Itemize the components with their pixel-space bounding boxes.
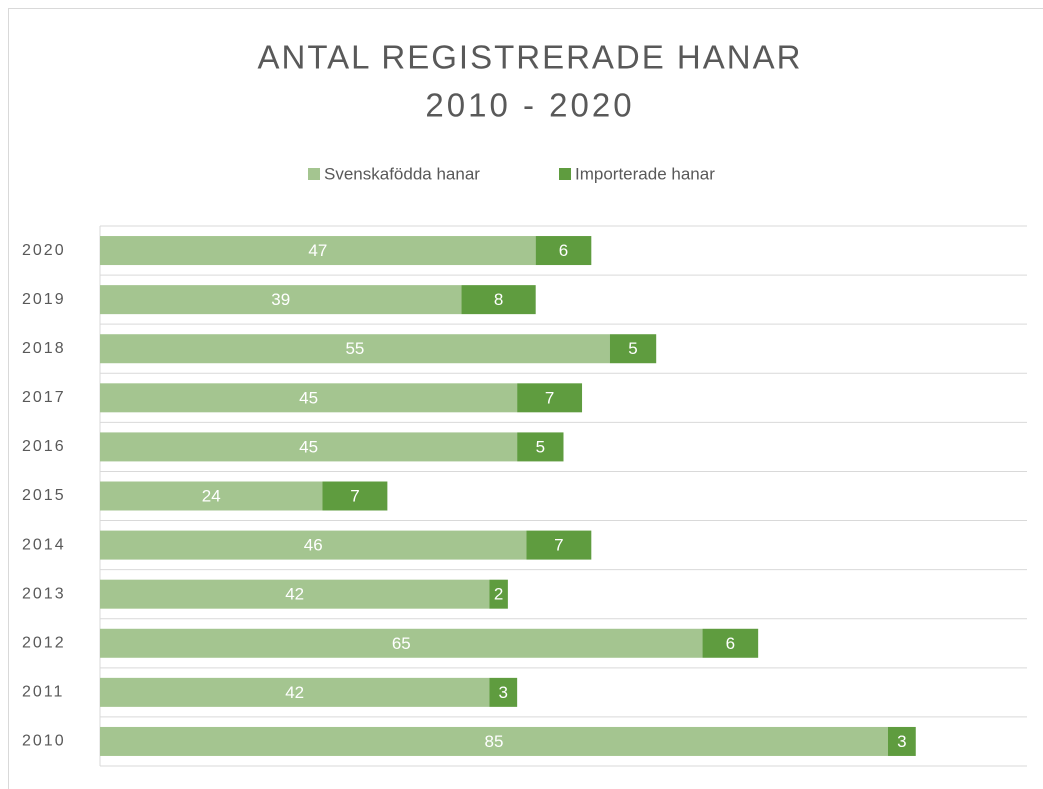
bar xyxy=(100,726,888,756)
bar xyxy=(887,726,916,756)
bar xyxy=(100,530,527,560)
legend-label: Importerade hanar xyxy=(575,164,715,183)
data-label: 45 xyxy=(299,437,318,456)
y-tick-label: 2011 xyxy=(22,684,64,701)
y-tick-label: 2015 xyxy=(22,487,66,504)
y-tick-label: 2014 xyxy=(22,536,66,553)
data-label: 85 xyxy=(485,732,504,751)
y-tick-label: 2010 xyxy=(22,733,66,750)
data-label: 5 xyxy=(536,437,545,456)
bar xyxy=(100,236,536,266)
bar xyxy=(322,481,388,511)
y-tick-label: 2018 xyxy=(22,340,66,357)
data-label: 65 xyxy=(392,634,411,653)
chart-title: ANTAL REGISTRERADE HANAR xyxy=(258,39,803,76)
data-label: 42 xyxy=(285,585,304,604)
data-label: 55 xyxy=(345,339,364,358)
data-label: 6 xyxy=(559,241,568,260)
bar xyxy=(100,579,490,609)
bar xyxy=(461,285,536,315)
y-tick-label: 2013 xyxy=(22,585,66,602)
bar xyxy=(609,334,657,364)
data-label: 8 xyxy=(494,290,503,309)
bar xyxy=(100,383,518,413)
bar xyxy=(702,628,759,658)
data-label: 45 xyxy=(299,388,318,407)
y-tick-label: 2017 xyxy=(22,389,66,406)
legend-swatch xyxy=(308,168,320,180)
bar xyxy=(489,677,518,707)
y-tick-label: 2016 xyxy=(22,438,66,455)
data-label: 24 xyxy=(202,486,221,505)
data-label: 42 xyxy=(285,683,304,702)
bar xyxy=(526,530,592,560)
chart-title: 2010 - 2020 xyxy=(425,87,634,124)
data-label: 3 xyxy=(897,732,906,751)
bar xyxy=(100,677,490,707)
legend-swatch xyxy=(559,168,571,180)
y-tick-label: 2020 xyxy=(22,242,66,259)
bar xyxy=(100,334,610,364)
bar xyxy=(489,579,508,609)
data-label: 2 xyxy=(494,585,503,604)
bar xyxy=(517,383,583,413)
data-label: 7 xyxy=(554,536,563,555)
data-label: 7 xyxy=(350,486,359,505)
bar xyxy=(100,628,703,658)
y-tick-label: 2012 xyxy=(22,634,66,651)
data-label: 46 xyxy=(304,536,323,555)
y-tick-label: 2019 xyxy=(22,291,66,308)
data-label: 6 xyxy=(726,634,735,653)
legend-label: Svenskafödda hanar xyxy=(324,164,480,183)
data-label: 47 xyxy=(308,241,327,260)
data-label: 7 xyxy=(545,388,554,407)
data-label: 3 xyxy=(499,683,508,702)
bar xyxy=(100,285,462,315)
bar xyxy=(100,432,518,462)
bar xyxy=(517,432,564,462)
data-label: 5 xyxy=(628,339,637,358)
bar xyxy=(100,481,323,511)
data-label: 39 xyxy=(271,290,290,309)
bar xyxy=(535,236,592,266)
